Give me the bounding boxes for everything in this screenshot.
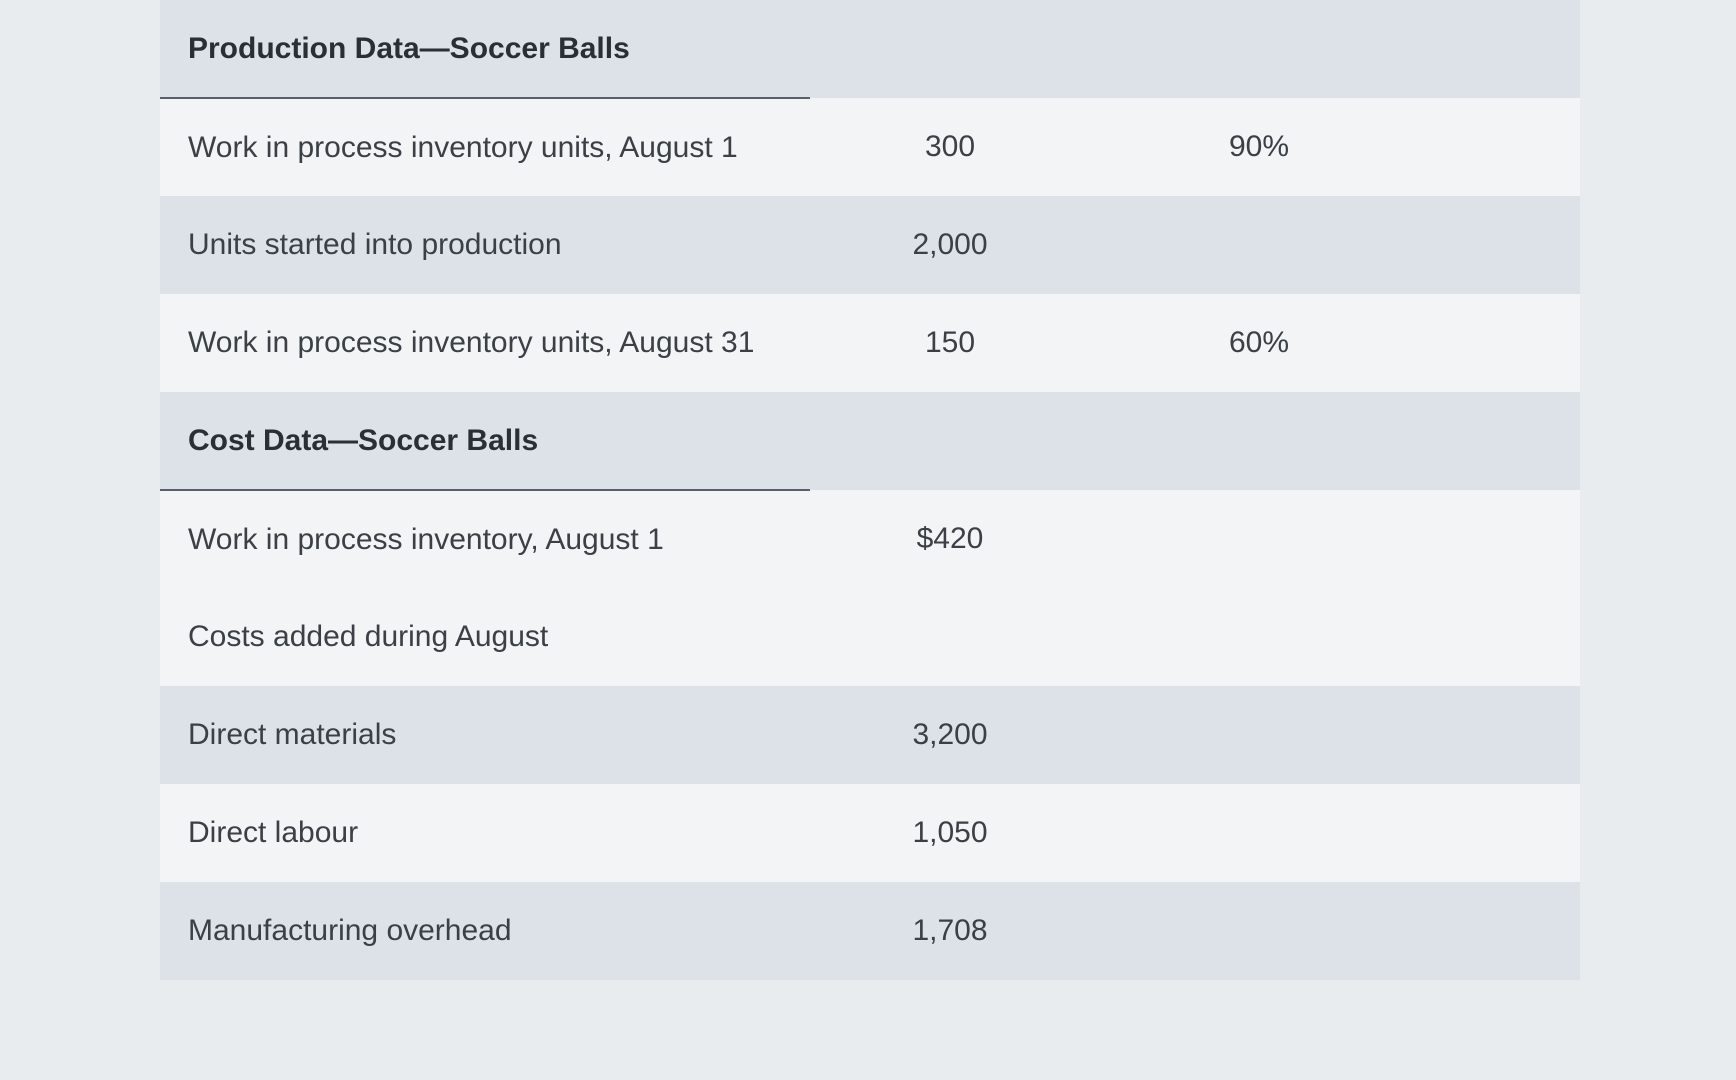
table-row: Units started into production 2,000: [160, 196, 1580, 294]
section-header-production: Production Data—Soccer Balls: [160, 0, 1580, 98]
row-label: Direct labour: [160, 784, 810, 882]
row-label: Units started into production: [160, 196, 810, 294]
row-value: 150: [810, 294, 1090, 392]
row-value: 2,000: [810, 196, 1090, 294]
row-value: [1090, 784, 1580, 882]
production-cost-table: Production Data—Soccer Balls Work in pro…: [160, 0, 1580, 980]
table-row: Costs added during August: [160, 588, 1580, 686]
row-value: [810, 588, 1090, 686]
empty-cell: [810, 392, 1090, 490]
empty-cell: [810, 0, 1090, 98]
row-label: Direct materials: [160, 686, 810, 784]
section-header-cost: Cost Data—Soccer Balls: [160, 392, 1580, 490]
table-row: Direct labour 1,050: [160, 784, 1580, 882]
data-table-container: Production Data—Soccer Balls Work in pro…: [160, 0, 1580, 980]
row-value: [1090, 196, 1580, 294]
row-value: [1090, 490, 1580, 588]
row-value: [1090, 882, 1580, 980]
table-row: Work in process inventory, August 1 $420: [160, 490, 1580, 588]
table-row: Manufacturing overhead 1,708: [160, 882, 1580, 980]
table-row: Direct materials 3,200: [160, 686, 1580, 784]
row-value: $420: [810, 490, 1090, 588]
row-value: [1090, 686, 1580, 784]
row-label: Work in process inventory units, August …: [160, 98, 810, 196]
row-value: 1,708: [810, 882, 1090, 980]
row-label: Work in process inventory units, August …: [160, 294, 810, 392]
row-value: 1,050: [810, 784, 1090, 882]
row-value: [1090, 588, 1580, 686]
row-label: Work in process inventory, August 1: [160, 490, 810, 588]
row-label: Manufacturing overhead: [160, 882, 810, 980]
table-row: Work in process inventory units, August …: [160, 98, 1580, 196]
empty-cell: [1090, 392, 1580, 490]
table-row: Work in process inventory units, August …: [160, 294, 1580, 392]
empty-cell: [1090, 0, 1580, 98]
section-title: Cost Data—Soccer Balls: [160, 392, 810, 490]
row-value: 300: [810, 98, 1090, 196]
row-value: 90%: [1090, 98, 1580, 196]
row-value: 60%: [1090, 294, 1580, 392]
row-value: 3,200: [810, 686, 1090, 784]
section-title: Production Data—Soccer Balls: [160, 0, 810, 98]
row-label: Costs added during August: [160, 588, 810, 686]
